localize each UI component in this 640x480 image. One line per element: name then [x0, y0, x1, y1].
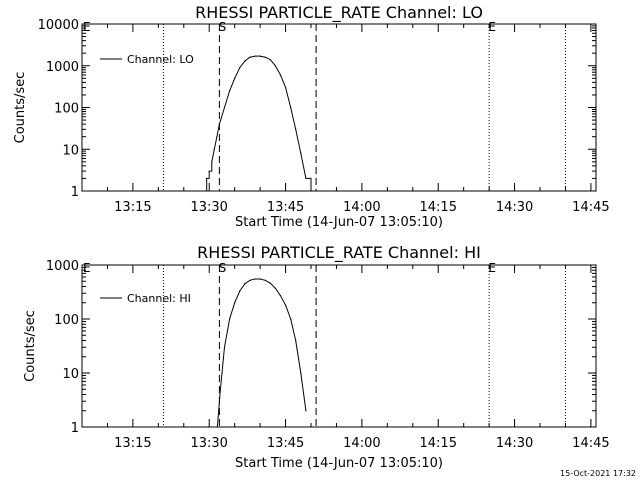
data-point	[206, 177, 208, 180]
data-point	[290, 106, 292, 109]
x-tick-label: 13:30	[190, 200, 227, 215]
x-tick-label: 13:15	[114, 200, 151, 215]
y-tick-label: 10	[62, 143, 79, 158]
y-tick-label: 10000	[38, 18, 79, 33]
y-tick-label: 1	[71, 421, 79, 436]
data-point	[274, 65, 276, 67]
chart-title: RHESSI PARTICLE_RATE Channel: HI	[197, 243, 481, 263]
data-point	[259, 278, 261, 280]
data-point	[254, 278, 256, 280]
data-point	[254, 55, 256, 57]
data-point	[269, 282, 271, 284]
x-tick-label: 14:15	[420, 200, 457, 215]
data-point	[284, 304, 287, 306]
x-tick-label: 14:30	[496, 200, 533, 215]
series-line-channel-lo	[196, 55, 312, 192]
data-point	[290, 318, 292, 320]
x-tick-label: 14:45	[572, 200, 609, 215]
data-point	[264, 56, 266, 58]
data-point	[310, 190, 312, 192]
data-point	[264, 279, 266, 281]
data-point	[211, 161, 213, 163]
y-tick-label: 100	[54, 313, 79, 328]
data-point	[244, 60, 246, 62]
data-point	[300, 372, 302, 374]
plot-frame	[81, 264, 597, 428]
data-point	[239, 67, 241, 69]
y-tick-label: 1	[71, 185, 79, 200]
data-point	[223, 346, 226, 348]
series-line-channel-hi	[216, 278, 307, 428]
data-point	[279, 74, 282, 76]
x-tick-label: 14:00	[343, 436, 380, 451]
data-point	[284, 86, 287, 89]
data-point	[305, 410, 307, 412]
data-point	[223, 106, 226, 109]
data-point	[259, 55, 261, 57]
edge-marker-label: E	[83, 20, 91, 34]
data-point	[208, 170, 210, 172]
x-axis-label: Start Time (14-Jun-07 13:05:10)	[235, 456, 443, 471]
data-point	[234, 77, 236, 79]
data-point	[305, 177, 307, 180]
data-point	[244, 283, 246, 285]
legend-label: Channel: LO	[127, 53, 194, 66]
marker-label-e: E	[488, 20, 496, 34]
legend-label: Channel: HI	[127, 292, 191, 305]
chart-title: RHESSI PARTICLE_RATE Channel: LO	[195, 3, 483, 23]
data-point	[219, 388, 222, 390]
y-axis-label: Counts/sec	[13, 72, 28, 144]
x-axis-label: Start Time (14-Jun-07 13:05:10)	[235, 215, 443, 230]
data-point	[216, 136, 218, 138]
data-point	[218, 123, 221, 125]
marker-label-s: S	[219, 261, 227, 275]
data-point	[249, 56, 251, 58]
x-tick-label: 13:15	[114, 436, 151, 451]
y-tick-label: 10	[62, 367, 79, 382]
data-point	[300, 152, 302, 154]
x-tick-label: 13:30	[190, 436, 227, 451]
data-point	[274, 287, 276, 289]
x-tick-label: 14:15	[420, 436, 457, 451]
data-point	[213, 148, 215, 150]
data-point	[295, 339, 297, 342]
y-tick-label: 1000	[46, 259, 79, 274]
marker-label-s: S	[219, 20, 227, 34]
data-point	[216, 426, 218, 428]
data-point	[228, 90, 231, 92]
data-point	[239, 290, 241, 292]
x-tick-label: 14:45	[572, 436, 609, 451]
panel-lo: RHESSI PARTICLE_RATE Channel: LO 13:15 13:…	[13, 3, 610, 230]
data-point	[228, 318, 231, 320]
data-point	[279, 295, 282, 297]
plot-frame	[81, 23, 597, 192]
data-point	[195, 190, 198, 192]
panel-hi: RHESSI PARTICLE_RATE Channel: HI 13:15 13:…	[23, 243, 610, 471]
data-point	[249, 279, 251, 281]
y-axis-label: Counts/sec	[23, 310, 38, 382]
x-tick-label: 14:30	[496, 436, 533, 451]
marker-label-e: E	[488, 261, 496, 275]
y-tick-label: 1000	[46, 60, 79, 75]
data-point	[234, 302, 236, 304]
data-point	[269, 59, 271, 61]
x-tick-label: 14:00	[343, 200, 380, 215]
y-tick-label: 100	[54, 102, 79, 117]
x-tick-label: 13:45	[267, 436, 304, 451]
x-tick-label: 13:45	[267, 200, 304, 215]
footer-timestamp: 15-Oct-2021 17:32	[560, 469, 636, 478]
edge-marker-label: E	[83, 261, 91, 275]
data-point	[295, 128, 297, 130]
